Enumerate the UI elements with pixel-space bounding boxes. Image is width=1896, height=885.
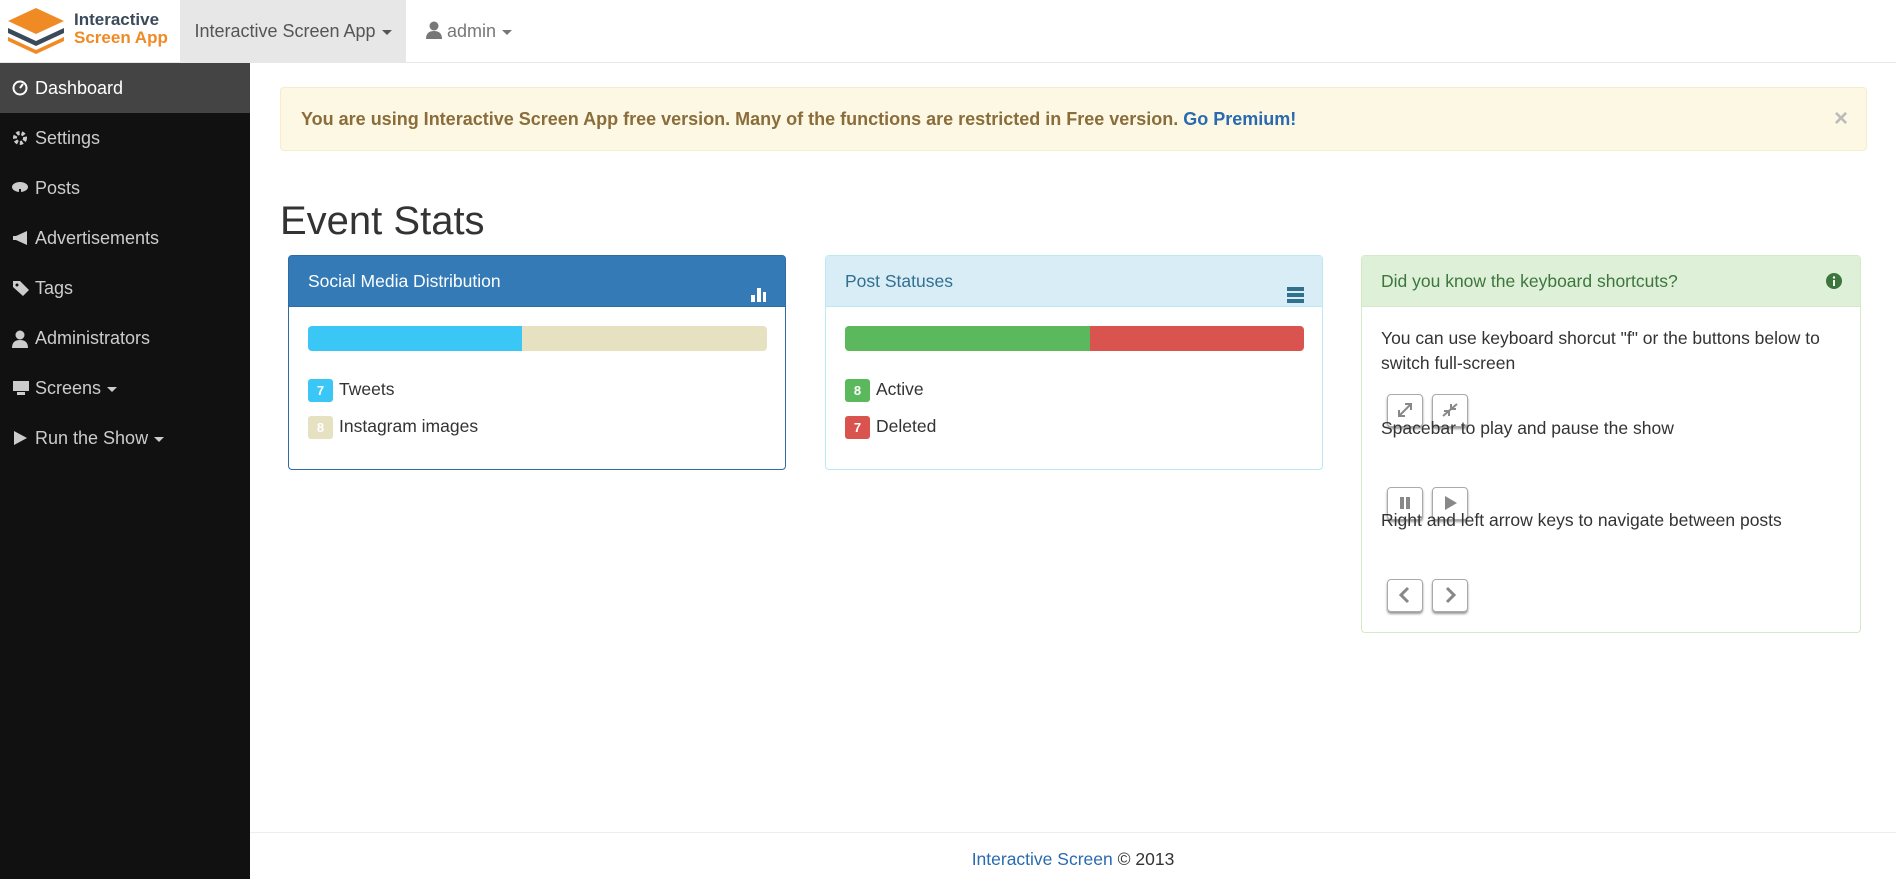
nav-label: Dashboard xyxy=(35,78,124,98)
footer: Interactive Screen © 2013 xyxy=(250,832,1896,880)
nav-label: Administrators xyxy=(35,328,151,348)
user-menu[interactable]: admin xyxy=(426,0,513,62)
nav-label: Advertisements xyxy=(35,228,160,248)
close-button[interactable]: × xyxy=(1833,105,1848,132)
legend-label: Instagram images xyxy=(339,416,479,436)
legend-row: 8 Active xyxy=(845,379,924,402)
progress-segment xyxy=(308,326,523,351)
icon xyxy=(1445,496,1457,510)
icon xyxy=(13,131,27,145)
nav-item[interactable]: Dashboard xyxy=(0,63,250,113)
icon xyxy=(12,182,28,196)
next-button[interactable] xyxy=(1432,579,1468,612)
footer-text: © 2013 xyxy=(1117,849,1175,869)
legend-row: 7 Deleted xyxy=(845,416,936,439)
shortcut-text: Spacebar to play and pause the show xyxy=(1381,418,1674,438)
nav-item[interactable]: Advertisements xyxy=(0,213,250,263)
count-badge: 8 xyxy=(308,416,333,439)
legend-row: 8 Instagram images xyxy=(308,416,478,439)
panel-title: Post Statuses xyxy=(845,271,953,291)
icon xyxy=(12,80,28,96)
logo-icon xyxy=(8,8,64,54)
legend-label: Active xyxy=(876,379,924,399)
nav-item[interactable]: Administrators xyxy=(0,313,250,363)
count-badge: 8 xyxy=(845,379,870,402)
fullscreen-button[interactable] xyxy=(1387,394,1423,427)
count-badge: 7 xyxy=(308,379,333,402)
progress-segment xyxy=(1089,326,1304,351)
shortcut-text: Right and left arrow keys to navigate be… xyxy=(1381,510,1782,530)
panel-heading: Did you know the keyboard shortcuts? xyxy=(1362,256,1860,307)
nav-label: Posts xyxy=(35,178,81,198)
premium-link[interactable]: Go Premium! xyxy=(1183,109,1297,129)
panel-heading: Post Statuses xyxy=(826,256,1322,307)
legend-label: Tweets xyxy=(339,379,395,399)
nav-label: Settings xyxy=(35,128,101,148)
icon xyxy=(14,431,27,445)
nav-item[interactable]: Run the Show xyxy=(0,413,250,463)
app-menu-label: Interactive Screen App xyxy=(194,21,376,41)
shortcuts-panel: Did you know the keyboard shortcuts? You… xyxy=(1361,255,1861,633)
icon xyxy=(1398,403,1412,417)
nav-label: Screens xyxy=(35,378,102,398)
info-icon xyxy=(1826,273,1842,289)
icon xyxy=(12,330,28,348)
icon xyxy=(1398,586,1410,604)
footer-link[interactable]: Interactive Screen xyxy=(971,849,1113,869)
icon xyxy=(1445,586,1457,604)
navbar: Interactive Screen App Interactive Scree… xyxy=(0,0,1896,63)
nav-label: Tags xyxy=(35,278,74,298)
stats-panel: Post Statuses 8 Active 7 Deleted xyxy=(825,255,1323,470)
stats-panel: Social Media Distribution 7 Tweets 8 Instagr… xyxy=(288,255,786,470)
alert: You are using Interactive Screen App fre… xyxy=(280,87,1867,151)
panel-title: Social Media Distribution xyxy=(308,271,501,291)
icon xyxy=(1400,497,1410,509)
page-title: Event Stats xyxy=(280,199,485,243)
panel-heading: Social Media Distribution xyxy=(289,256,785,307)
nav-item[interactable]: Settings xyxy=(0,113,250,163)
app-menu[interactable]: Interactive Screen App xyxy=(180,0,406,62)
brand[interactable]: Interactive Screen App xyxy=(74,11,168,47)
brand-line: Interactive xyxy=(74,10,160,29)
shortcut-text: You can use keyboard shorcut "f" or the … xyxy=(1381,328,1820,373)
icon xyxy=(1442,403,1458,417)
pause-button[interactable] xyxy=(1387,487,1423,520)
alert-text: You are using Interactive Screen App fre… xyxy=(301,109,1179,129)
user-icon xyxy=(426,21,442,39)
panel-icon xyxy=(1287,272,1304,303)
count-badge: 7 xyxy=(845,416,870,439)
progress-bar xyxy=(845,326,1304,351)
progress-segment xyxy=(845,326,1090,351)
icon xyxy=(751,288,766,302)
progress-segment xyxy=(522,326,767,351)
icon xyxy=(13,231,27,245)
exit-fullscreen-button[interactable] xyxy=(1432,394,1468,427)
nav-item[interactable]: Screens xyxy=(0,363,250,413)
legend-row: 7 Tweets xyxy=(308,379,394,402)
nav-item[interactable]: Posts xyxy=(0,163,250,213)
panel-icon xyxy=(750,272,767,302)
progress-bar xyxy=(308,326,767,351)
brand-line: Screen App xyxy=(74,28,168,47)
icon xyxy=(1287,287,1304,303)
user-menu-label: admin xyxy=(447,21,497,41)
previous-button[interactable] xyxy=(1387,579,1423,612)
icon xyxy=(13,281,29,296)
nav-item[interactable]: Tags xyxy=(0,263,250,313)
nav-label: Run the Show xyxy=(35,428,149,448)
icon xyxy=(13,381,29,395)
panel-title: Did you know the keyboard shortcuts? xyxy=(1381,271,1678,291)
legend-label: Deleted xyxy=(876,416,937,436)
play-button[interactable] xyxy=(1432,487,1468,520)
sidebar: Dashboard Settings Posts Advertisements … xyxy=(0,63,250,879)
